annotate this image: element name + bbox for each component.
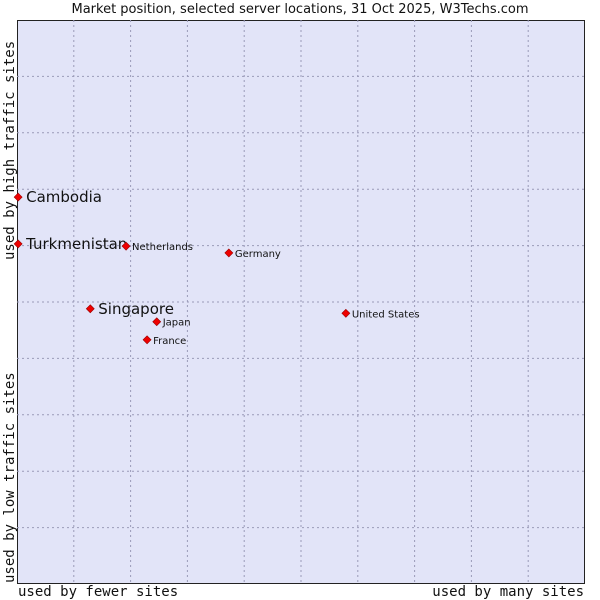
data-label-turkmenistan: Turkmenistan bbox=[25, 235, 127, 253]
data-point-cambodia bbox=[13, 192, 23, 202]
data-point-france bbox=[142, 335, 152, 345]
x-axis-label-low: used by fewer sites bbox=[18, 584, 179, 600]
data-point-netherlands bbox=[121, 241, 131, 251]
data-label-netherlands: Netherlands bbox=[132, 242, 193, 253]
data-label-japan: Japan bbox=[162, 318, 191, 329]
data-point-germany bbox=[224, 248, 234, 258]
data-point-united-states bbox=[341, 308, 351, 318]
data-label-cambodia: Cambodia bbox=[26, 188, 102, 206]
x-axis-label-high: used by many sites bbox=[432, 584, 584, 600]
y-axis-label-high: used by high traffic sites bbox=[2, 40, 18, 260]
data-point-turkmenistan bbox=[13, 239, 23, 249]
data-label-germany: Germany bbox=[235, 249, 281, 260]
data-label-france: France bbox=[153, 336, 186, 347]
data-point-japan bbox=[152, 317, 162, 327]
chart-title: Market position, selected server locatio… bbox=[71, 2, 529, 17]
y-axis-label-low: used by low traffic sites bbox=[2, 372, 18, 583]
data-point-singapore bbox=[85, 304, 95, 314]
data-label-singapore: Singapore bbox=[98, 300, 174, 318]
data-label-united-states: United States bbox=[352, 309, 420, 320]
